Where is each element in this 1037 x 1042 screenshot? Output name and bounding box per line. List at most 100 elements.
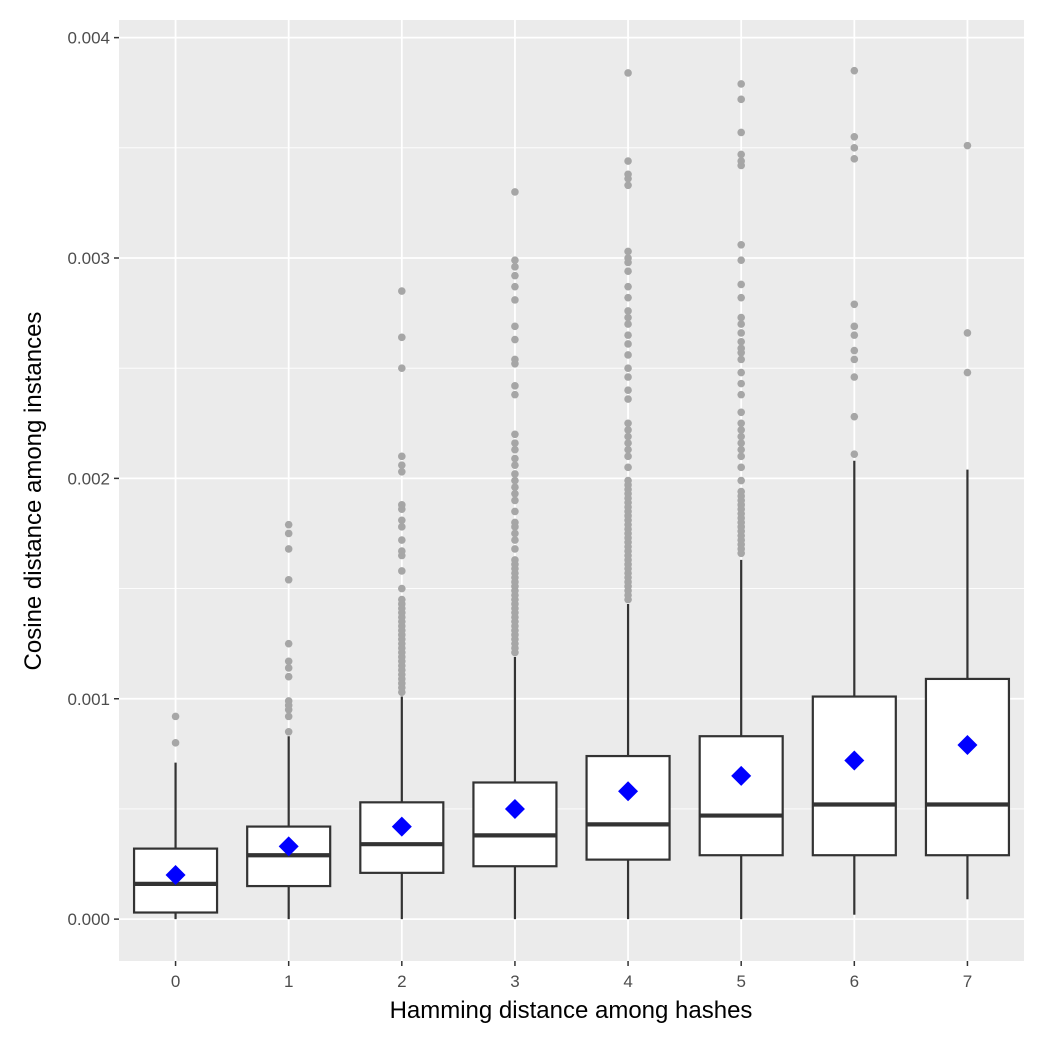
x-tick-label: 6 xyxy=(850,972,859,991)
outlier-point xyxy=(398,536,406,544)
axes: 0.000 0.001 0.002 0.003 0.004 0 1 2 3 4 5 6 7 xyxy=(67,29,972,991)
outlier-point xyxy=(737,439,745,447)
outlier-point xyxy=(511,430,519,439)
outlier-point xyxy=(511,382,519,390)
outlier-point xyxy=(624,373,632,381)
y-tick-label: 0.004 xyxy=(67,29,110,48)
outlier-point xyxy=(737,452,745,461)
outlier-point xyxy=(511,188,519,196)
outlier-point xyxy=(398,452,406,461)
x-tick-label: 1 xyxy=(284,972,293,991)
outlier-point xyxy=(737,293,745,302)
outlier-point xyxy=(737,329,745,337)
outlier-point xyxy=(284,529,293,538)
outlier-point xyxy=(737,150,745,159)
box-iqr xyxy=(359,801,445,874)
mean-marker xyxy=(391,816,412,837)
box-series xyxy=(132,66,1011,920)
outlier-point xyxy=(737,280,745,289)
x-tick-label: 0 xyxy=(171,972,180,991)
outlier-point xyxy=(737,320,745,328)
outlier-point xyxy=(850,346,859,355)
x-tick-label: 3 xyxy=(510,972,519,991)
outlier-point xyxy=(511,461,519,469)
outlier-point xyxy=(624,181,632,190)
mean-marker xyxy=(957,735,978,756)
outlier-point xyxy=(511,335,519,344)
y-tick-label: 0.003 xyxy=(67,249,110,268)
outlier-point xyxy=(963,368,972,377)
x-tick-label: 5 xyxy=(736,972,745,991)
outlier-point xyxy=(511,483,519,491)
outlier-point xyxy=(511,322,519,331)
outlier-point xyxy=(511,271,519,280)
outlier-point xyxy=(737,432,745,441)
outlier-point xyxy=(850,322,859,331)
x-tick-label: 7 xyxy=(963,972,972,991)
outlier-point xyxy=(624,313,632,322)
outlier-point xyxy=(737,80,745,88)
outlier-point xyxy=(398,516,406,525)
outlier-point xyxy=(850,144,859,152)
outlier-point xyxy=(737,408,745,417)
outlier-point xyxy=(511,470,519,478)
outlier-point xyxy=(511,490,519,498)
outlier-point xyxy=(850,373,859,381)
outlier-point xyxy=(398,547,406,555)
outlier-point xyxy=(850,132,859,141)
outlier-point xyxy=(737,344,745,353)
x-tick-label: 4 xyxy=(623,972,632,991)
outlier-point xyxy=(963,329,972,337)
outlier-point xyxy=(850,331,859,339)
mean-marker xyxy=(278,836,299,857)
box-iqr xyxy=(698,735,784,857)
outlier-point xyxy=(737,463,745,472)
outlier-point xyxy=(398,501,406,509)
outlier-point xyxy=(398,567,406,575)
outlier-point xyxy=(284,672,293,681)
outlier-point xyxy=(511,282,519,291)
outlier-point xyxy=(737,128,745,137)
outlier-point xyxy=(511,518,519,527)
outlier-point xyxy=(624,307,632,315)
outlier-point xyxy=(398,333,406,342)
outlier-point xyxy=(398,584,406,593)
outlier-point xyxy=(511,556,519,564)
outlier-point xyxy=(624,69,632,77)
outlier-point xyxy=(284,657,293,666)
outlier-point xyxy=(511,355,519,364)
outlier-point xyxy=(398,523,406,531)
outlier-point xyxy=(624,170,632,179)
box-group-5 xyxy=(698,80,784,920)
outlier-point xyxy=(737,476,745,485)
outlier-point xyxy=(850,412,859,421)
outlier-point xyxy=(511,256,519,265)
outlier-point xyxy=(398,467,406,476)
outlier-point xyxy=(624,293,632,302)
box-iqr xyxy=(585,754,671,861)
outlier-point xyxy=(624,340,632,348)
outlier-point xyxy=(624,463,632,472)
outlier-point xyxy=(284,697,293,705)
outlier-point xyxy=(284,545,293,553)
outlier-point xyxy=(284,520,293,529)
outlier-point xyxy=(737,355,745,364)
outlier-point xyxy=(511,439,519,447)
outlier-point xyxy=(511,445,519,454)
outlier-point xyxy=(511,496,519,505)
outlier-point xyxy=(624,476,632,485)
outlier-point xyxy=(850,450,859,458)
outlier-point xyxy=(398,595,406,604)
outlier-point xyxy=(624,247,632,256)
outlier-point xyxy=(737,256,745,265)
outlier-point xyxy=(284,728,293,736)
outlier-point xyxy=(624,351,632,359)
outlier-point xyxy=(511,454,519,463)
outlier-point xyxy=(737,95,745,104)
outlier-point xyxy=(511,507,519,516)
y-tick-label: 0.001 xyxy=(67,690,110,709)
outlier-point xyxy=(624,364,632,372)
outlier-point xyxy=(850,355,859,364)
outlier-point xyxy=(284,639,293,648)
